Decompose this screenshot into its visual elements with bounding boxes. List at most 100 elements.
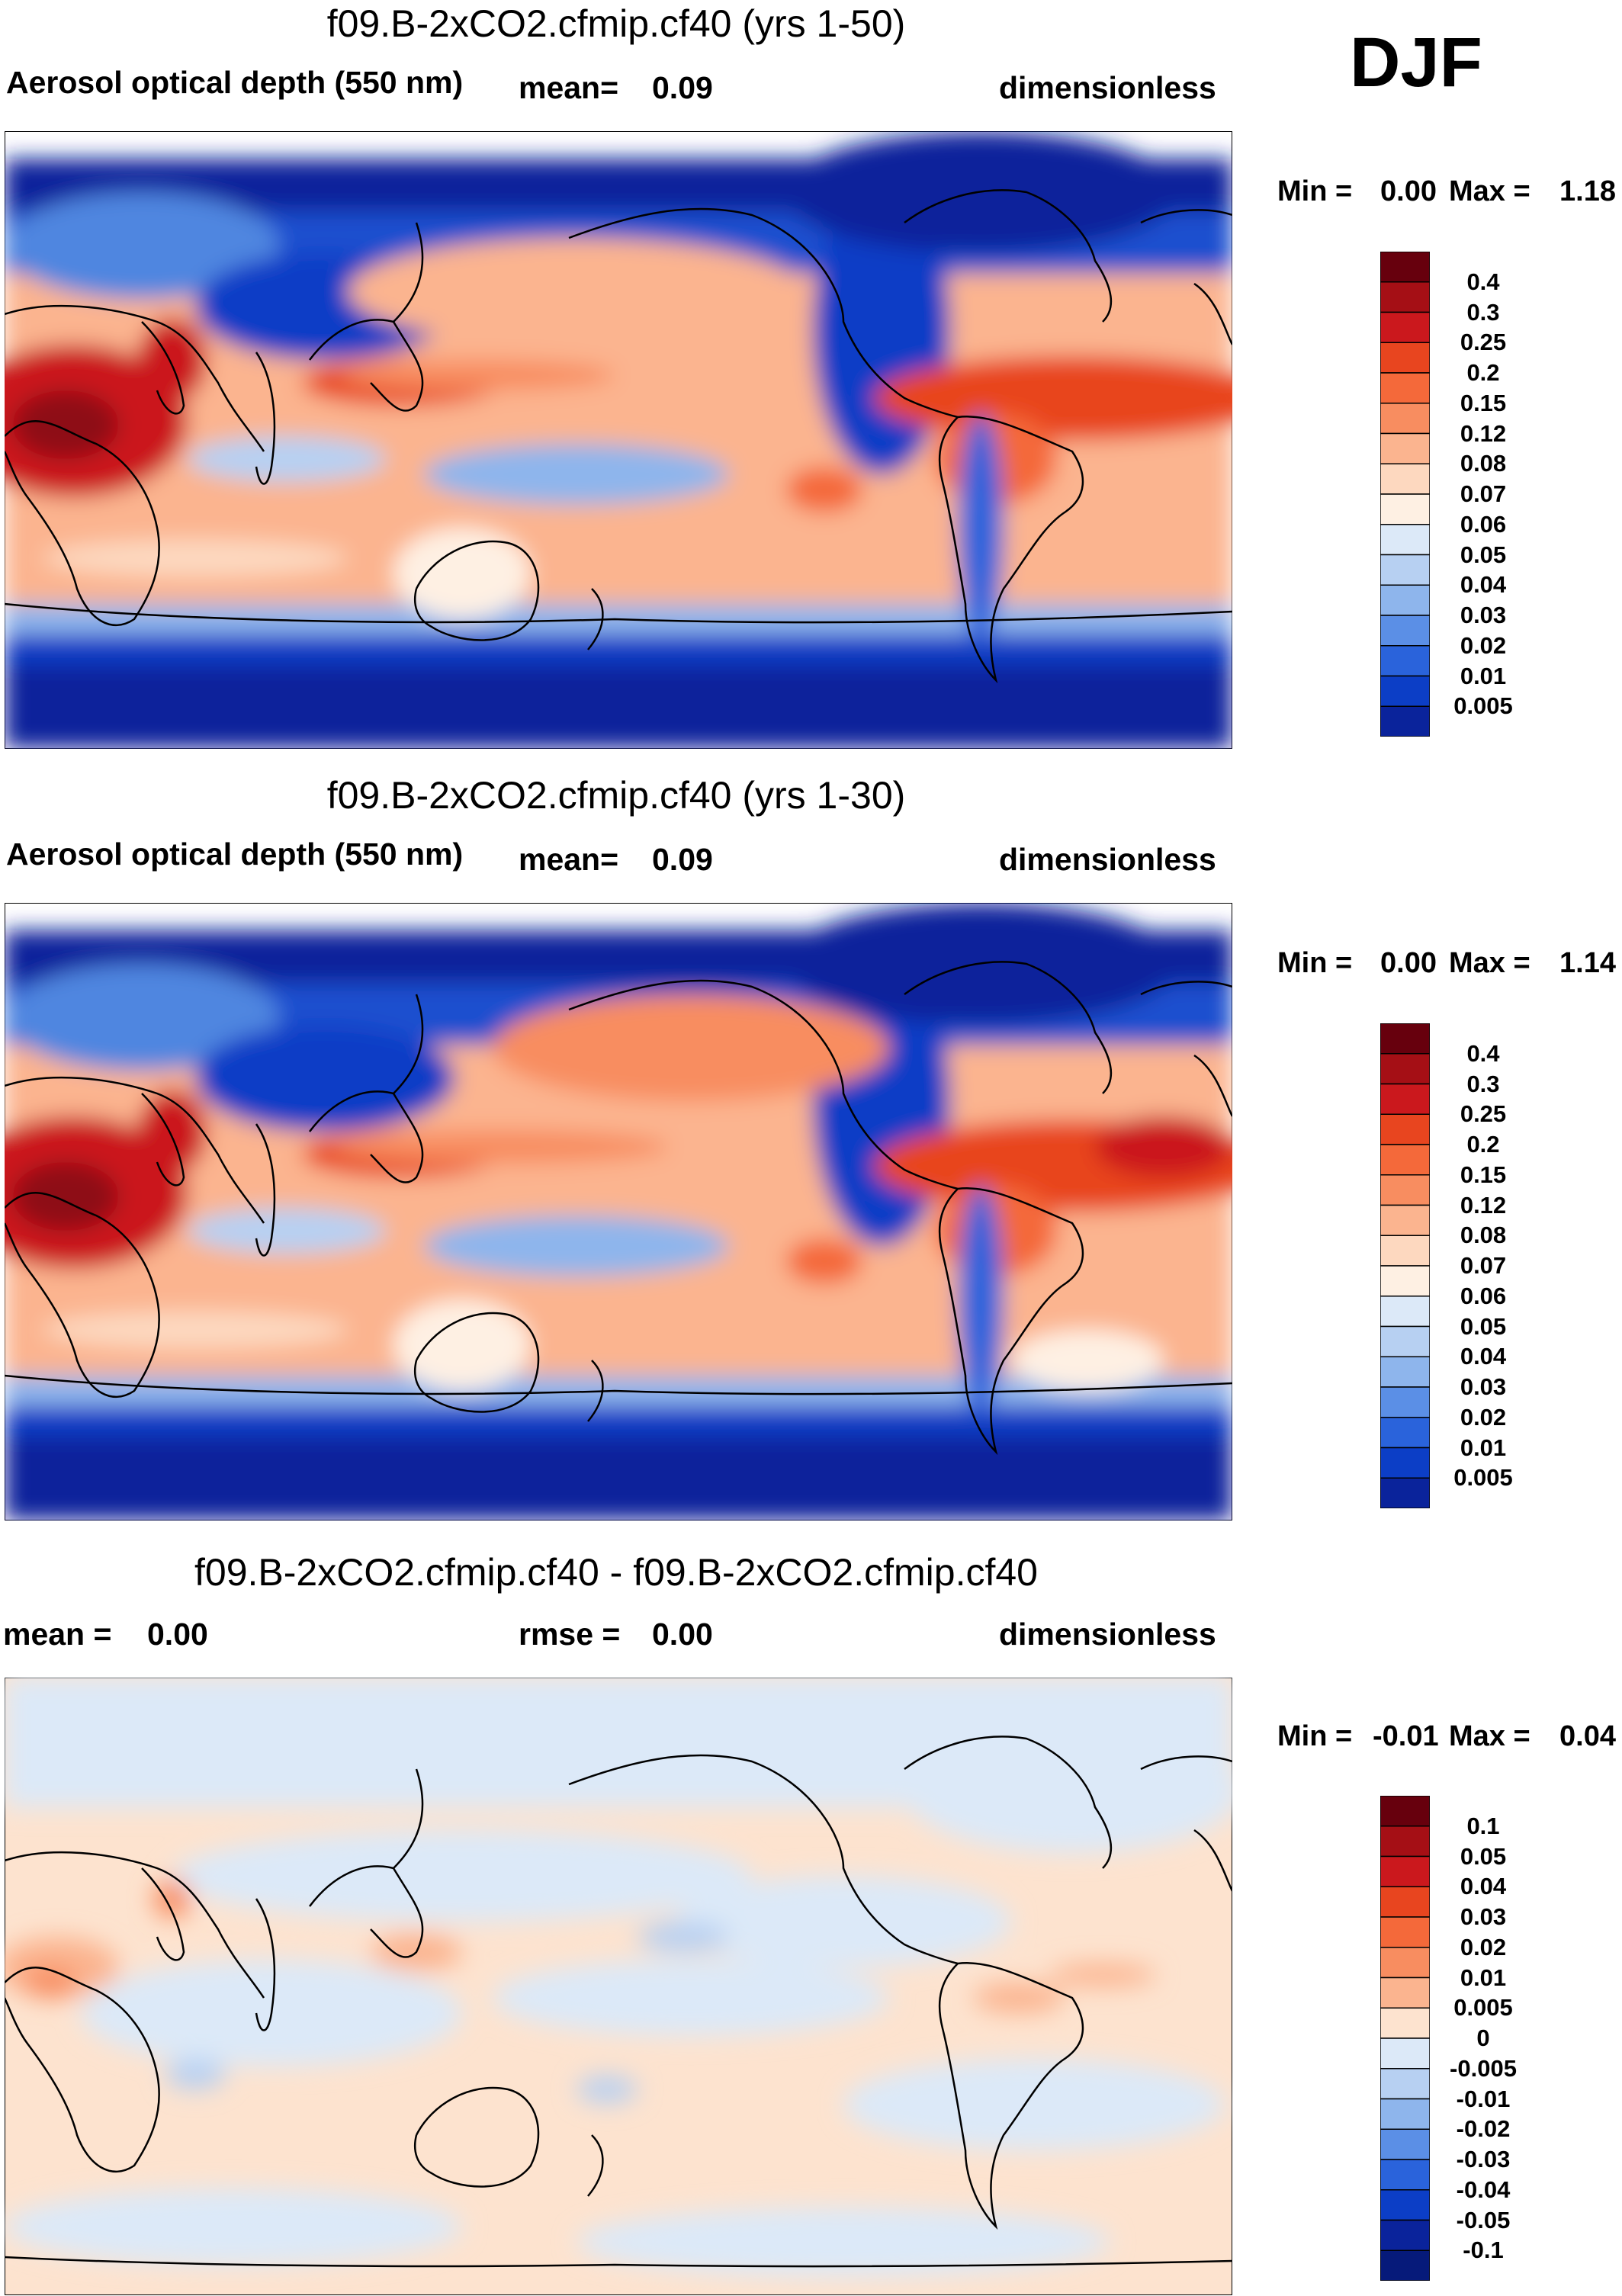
panel2-title: f09.B-2xCO2.cfmip.cf40 (yrs 1-30) (326, 774, 906, 817)
panel1-colorbar-swatches (1380, 251, 1431, 737)
colorbar-swatch (1380, 645, 1431, 677)
colorbar-tick-label: 0.005 (1453, 692, 1513, 720)
coastlines (5, 961, 1232, 1456)
panel3-colorbar (1380, 1795, 1431, 2282)
season-label: DJF (1350, 24, 1482, 101)
colorbar-swatch (1380, 2007, 1431, 2039)
colorbar-tick-label: 0.08 (1460, 1222, 1507, 1249)
colorbar-tick-label: 0.005 (1453, 1464, 1513, 1492)
colorbar-tick-label: 0.2 (1466, 359, 1500, 386)
colorbar-swatch (1380, 2098, 1431, 2130)
colorbar-tick-label: 0 (1476, 2025, 1490, 2051)
panel2-colorbar-swatches (1380, 1023, 1431, 1509)
panel1-map (5, 131, 1232, 749)
colorbar-tick-label: 0.03 (1460, 1373, 1507, 1400)
colorbar-tick-label: 0.01 (1460, 662, 1507, 689)
panel2-variable: Aerosol optical depth (550 nm) (6, 837, 464, 872)
panel2-mean-value: 0.09 (652, 842, 713, 877)
colorbar-tick-label: 0.4 (1466, 1039, 1500, 1067)
colorbar-swatch (1380, 2189, 1431, 2221)
colorbar-tick-label: 0.12 (1460, 419, 1507, 447)
colorbar-tick-label: 0.02 (1460, 1403, 1507, 1431)
colorbar-swatch (1380, 1447, 1431, 1479)
panel1-max-label: Max = (1449, 175, 1530, 207)
colorbar-tick-label: -0.04 (1456, 2176, 1511, 2203)
colorbar-swatch (1380, 1235, 1431, 1267)
colorbar-tick-label: 0.02 (1460, 1933, 1507, 1960)
colorbar-swatch (1380, 2037, 1431, 2070)
colorbar-tick-label: 0.08 (1460, 450, 1507, 477)
colorbar-swatch (1380, 2068, 1431, 2100)
colorbar-tick-label: 0.03 (1460, 602, 1507, 628)
panel3-mean-value: 0.00 (147, 1617, 208, 1652)
colorbar-tick-label: 0.05 (1460, 1312, 1507, 1340)
panel3-colorbar-swatches (1380, 1795, 1431, 2282)
panel1-max-value: 1.18 (1559, 175, 1616, 207)
colorbar-swatch (1380, 1296, 1431, 1328)
colorbar-tick-label: 0.03 (1460, 1903, 1507, 1930)
colorbar-tick-label: 0.01 (1460, 1434, 1507, 1461)
colorbar-swatch (1380, 584, 1431, 616)
colorbar-swatch (1380, 1144, 1431, 1176)
colorbar-tick-label: 0.15 (1460, 389, 1507, 416)
panel3-rmse-label: rmse = (519, 1617, 621, 1652)
panel1-colorbar (1380, 251, 1431, 737)
colorbar-tick-label: 0.02 (1460, 631, 1507, 659)
colorbar-swatch (1380, 1916, 1431, 1948)
colorbar-tick-label: 0.05 (1460, 1842, 1507, 1870)
colorbar-tick-label: -0.1 (1463, 2237, 1504, 2264)
colorbar-tick-label: 0.04 (1460, 1343, 1507, 1370)
colorbar-swatch (1380, 1356, 1431, 1388)
panel3-mean-label: mean = (3, 1617, 112, 1652)
colorbar-swatch (1380, 1174, 1431, 1206)
colorbar-tick-label: -0.02 (1456, 2115, 1511, 2143)
colorbar-tick-label: 0.15 (1460, 1161, 1507, 1188)
panel3-max-value: 0.04 (1559, 1720, 1616, 1752)
coastlines (5, 1736, 1232, 2268)
colorbar-swatch (1380, 1947, 1431, 1979)
colorbar-swatch (1380, 281, 1431, 313)
panel2-units: dimensionless (999, 842, 1216, 877)
colorbar-tick-label: 0.3 (1466, 1070, 1500, 1097)
colorbar-swatch (1380, 1826, 1431, 1858)
panel2-colorbar (1380, 1023, 1431, 1509)
colorbar-swatch (1380, 1083, 1431, 1115)
panel3-min-value: -0.01 (1373, 1720, 1439, 1752)
panel3-map (5, 1678, 1232, 2295)
colorbar-swatch (1380, 1477, 1431, 1509)
colorbar-swatch (1380, 615, 1431, 647)
colorbar-swatch (1380, 1053, 1431, 1085)
panel2-map (5, 903, 1232, 1520)
colorbar-tick-label: 0.2 (1466, 1131, 1500, 1158)
panel2-min-label: Min = (1277, 947, 1353, 979)
panel2-min-value: 0.00 (1380, 947, 1437, 979)
colorbar-swatch (1380, 2219, 1431, 2251)
colorbar-swatch (1380, 2249, 1431, 2282)
colorbar-tick-label: 0.05 (1460, 541, 1507, 568)
colorbar-swatch (1380, 1386, 1431, 1418)
colorbar-swatch (1380, 342, 1431, 374)
colorbar-swatch (1380, 1795, 1431, 1827)
colorbar-swatch (1380, 1265, 1431, 1297)
coastlines (5, 189, 1232, 684)
colorbar-swatch (1380, 1325, 1431, 1357)
aod-field (5, 131, 1232, 749)
colorbar-tick-label: 0.1 (1466, 1812, 1500, 1839)
panel2-max-value: 1.14 (1559, 947, 1616, 979)
colorbar-swatch (1380, 432, 1431, 464)
colorbar-swatch (1380, 251, 1431, 283)
colorbar-tick-label: 0.3 (1466, 298, 1500, 326)
diff-field (5, 1678, 1232, 2276)
colorbar-swatch (1380, 1204, 1431, 1236)
colorbar-tick-label: 0.07 (1460, 480, 1507, 507)
colorbar-swatch (1380, 1855, 1431, 1887)
panel3-units: dimensionless (999, 1617, 1216, 1652)
colorbar-swatch (1380, 705, 1431, 737)
aod-field (5, 903, 1232, 1520)
panel3-rmse-value: 0.00 (652, 1617, 713, 1652)
colorbar-swatch (1380, 403, 1431, 435)
colorbar-swatch (1380, 1886, 1431, 1918)
panel2-max-label: Max = (1449, 947, 1530, 979)
colorbar-tick-label: 0.25 (1460, 1100, 1507, 1128)
colorbar-swatch (1380, 675, 1431, 707)
